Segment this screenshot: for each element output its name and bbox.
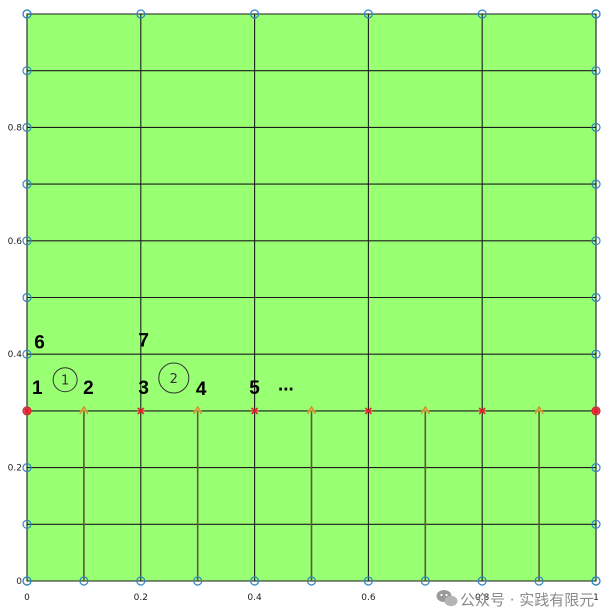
- node-ring: [22, 179, 32, 189]
- node-ring: [591, 66, 601, 76]
- x-tick-label: 1: [593, 593, 599, 603]
- node-ring: [22, 122, 32, 133]
- node-ring: [363, 576, 373, 586]
- node-ring: [477, 9, 487, 19]
- y-tick-label: 0.4: [8, 350, 23, 360]
- interface-nodes: [22, 405, 601, 416]
- orange-node: [420, 405, 430, 415]
- node-ring: [22, 292, 32, 303]
- orange-node: [306, 405, 317, 415]
- mesh-grid: [26, 13, 597, 582]
- watermark-text: 公众号 · 实践有限元: [460, 591, 594, 609]
- element-number-label: 1: [61, 374, 69, 389]
- node-ring: [22, 9, 32, 19]
- x-tick-label: 0: [24, 593, 30, 603]
- orange-node: [193, 405, 203, 415]
- node-ring: [591, 179, 601, 189]
- node-ring: [136, 576, 146, 586]
- node-ring: [22, 349, 32, 359]
- node-number-label: 5: [249, 378, 260, 399]
- node-ring: [22, 519, 32, 529]
- node-number-label: 1: [32, 378, 43, 399]
- node-ring: [22, 236, 32, 246]
- node-ring: [79, 576, 89, 586]
- node-ring: [591, 463, 601, 473]
- node-ring: [591, 122, 601, 133]
- node-ring: [193, 576, 203, 586]
- node-ring: [591, 576, 601, 586]
- watermark: 公众号 · 实践有限元: [436, 590, 594, 609]
- node-number-label: ...: [278, 374, 294, 395]
- node-number-label: 6: [34, 333, 45, 354]
- node-ring: [306, 576, 317, 586]
- node-ring: [250, 576, 260, 586]
- x-tick-label: 0.6: [361, 593, 376, 603]
- node-labels: 1 2 3 4 5 ...6 71 2: [32, 330, 294, 400]
- node-ring: [136, 9, 146, 19]
- node-number-label: 2: [83, 378, 94, 399]
- y-tick-label: 0.2: [8, 464, 22, 474]
- node-ring: [591, 236, 601, 246]
- y-tick-label: 0: [16, 577, 22, 587]
- node-ring: [22, 576, 32, 586]
- orange-node: [534, 405, 544, 415]
- node-number-label: 4: [196, 379, 207, 400]
- node-ring: [420, 576, 430, 586]
- axis-ticks: 0 0.2 0.4 0.6 0.8 1 0 0.2 0.4 0.6 0.8: [8, 123, 599, 603]
- x-tick-label: 0.4: [247, 593, 262, 603]
- element-number-label: 2: [170, 372, 178, 387]
- mesh-nodes: [22, 9, 601, 586]
- node-ring: [250, 9, 260, 19]
- wechat-icon: [436, 590, 458, 607]
- x-tick-label: 0.8: [475, 593, 490, 603]
- orange-node: [79, 405, 89, 415]
- node-ring: [477, 576, 487, 586]
- element-label-circle: [158, 362, 190, 394]
- node-ring: [363, 9, 373, 19]
- y-tick-label: 0.6: [8, 237, 23, 247]
- node-number-label: 7: [138, 330, 149, 351]
- x-tick-label: 0.2: [134, 593, 148, 603]
- node-ring: [22, 66, 32, 76]
- node-number-label: 3: [138, 378, 149, 399]
- node-ring: [591, 9, 601, 19]
- node-ring: [534, 576, 544, 586]
- node-ring: [591, 349, 601, 359]
- node-ring: [591, 292, 601, 303]
- y-tick-label: 0.8: [8, 123, 23, 133]
- node-ring: [591, 519, 601, 529]
- element-label-circle: [52, 367, 78, 393]
- node-ring: [22, 463, 32, 473]
- crack-lines: [83, 410, 540, 581]
